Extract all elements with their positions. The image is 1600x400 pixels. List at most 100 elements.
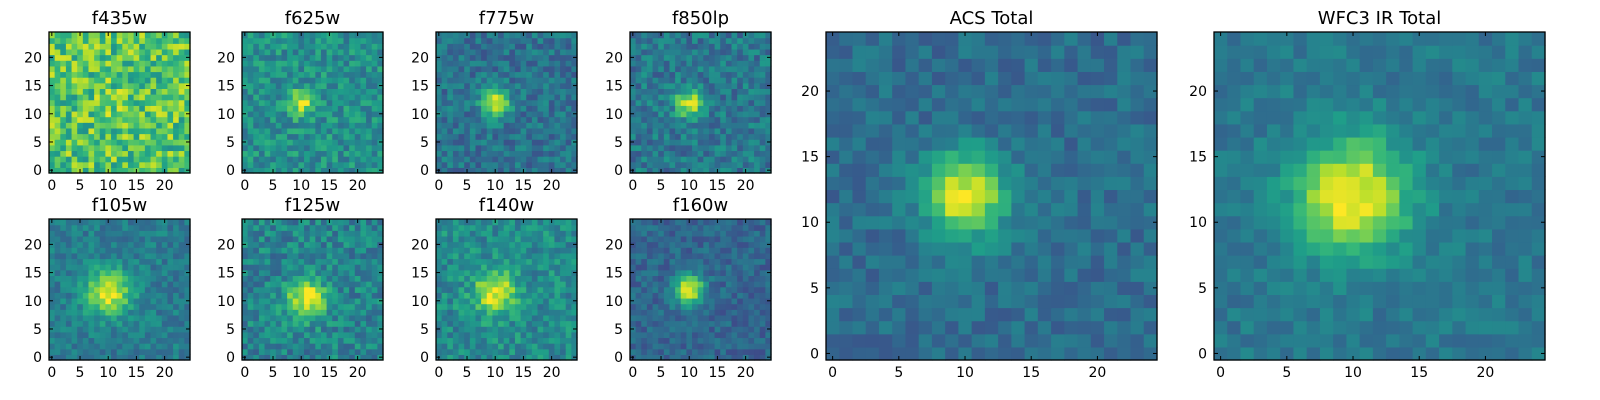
image-pixel: [720, 54, 727, 61]
image-pixel: [315, 275, 322, 282]
image-pixel: [144, 303, 152, 310]
image-pixel: [526, 105, 533, 112]
image-pixel: [337, 297, 345, 305]
image-pixel: [127, 235, 135, 243]
image-pixel: [765, 99, 772, 106]
image-pixel: [275, 60, 283, 67]
image-pixel: [65, 354, 73, 361]
image-pixel: [270, 275, 277, 282]
image-pixel: [464, 133, 471, 140]
image-pixel: [503, 156, 510, 163]
image-pixel: [571, 247, 578, 254]
image-pixel: [88, 32, 95, 39]
image-pixel: [441, 156, 448, 163]
image-pixel: [366, 32, 373, 39]
image-pixel: [447, 235, 454, 243]
image-pixel: [309, 292, 316, 299]
image-pixel: [452, 230, 460, 237]
image-pixel: [366, 354, 373, 361]
image-pixel: [242, 230, 249, 237]
image-pixel: [99, 110, 106, 118]
image-pixel: [150, 230, 157, 237]
image-pixel: [309, 122, 316, 129]
image-pixel: [161, 343, 169, 350]
image-pixel: [692, 43, 699, 50]
image-pixel: [116, 54, 123, 61]
image-pixel: [441, 32, 448, 39]
image-pixel: [708, 116, 716, 123]
image-pixel: [304, 116, 311, 123]
image-pixel: [675, 37, 682, 44]
image-pixel: [94, 297, 101, 305]
image-pixel: [441, 286, 448, 293]
image-pixel: [635, 337, 642, 344]
image-pixel: [71, 247, 78, 254]
image-pixel: [309, 297, 316, 305]
image-pixel: [161, 337, 169, 344]
image-pixel: [469, 32, 477, 39]
image-pixel: [469, 127, 477, 135]
image-pixel: [349, 156, 356, 163]
image-pixel: [88, 99, 95, 106]
image-pixel: [88, 127, 95, 135]
image-pixel: [475, 99, 482, 106]
image-pixel: [111, 82, 118, 89]
image-pixel: [184, 303, 191, 310]
image-pixel: [304, 331, 311, 339]
image-pixel: [122, 139, 129, 146]
image-pixel: [167, 127, 174, 135]
image-pixel: [554, 48, 561, 56]
image-pixel: [304, 77, 311, 84]
image-pixel: [447, 77, 454, 84]
image-pixel: [371, 77, 378, 84]
image-pixel: [298, 139, 305, 146]
image-pixel: [714, 150, 721, 157]
image-pixel: [565, 82, 572, 89]
image-pixel: [464, 43, 471, 50]
image-pixel: [167, 48, 174, 56]
x-tick-label: 15: [128, 365, 146, 381]
image-pixel: [560, 303, 567, 310]
image-pixel: [669, 269, 676, 276]
image-pixel: [492, 343, 499, 350]
image-pixel: [292, 88, 299, 95]
image-pixel: [270, 144, 277, 152]
image-pixel: [720, 105, 727, 112]
image-pixel: [49, 37, 56, 44]
image-pixel: [675, 292, 682, 299]
image-pixel: [264, 88, 271, 95]
image-pixel: [247, 303, 254, 310]
image-pixel: [441, 65, 448, 73]
image-pixel: [492, 230, 499, 237]
image-pixel: [122, 88, 129, 95]
image-pixel: [161, 269, 169, 276]
image-pixel: [178, 82, 185, 89]
image-pixel: [531, 156, 539, 163]
image-pixel: [765, 303, 772, 310]
image-pixel: [184, 343, 191, 350]
image-pixel: [281, 43, 288, 50]
image-pixel: [144, 122, 152, 129]
image-pixel: [60, 275, 67, 282]
image-pixel: [714, 139, 721, 146]
image-pixel: [458, 167, 465, 174]
image-pixel: [498, 303, 505, 310]
image-pixel: [82, 286, 90, 293]
image-pixel: [178, 116, 185, 123]
image-pixel: [167, 88, 174, 95]
image-pixel: [447, 43, 454, 50]
image-pixel: [264, 326, 271, 333]
image-pixel: [184, 247, 191, 254]
image-pixel: [703, 133, 710, 140]
image-pixel: [675, 144, 682, 152]
image-pixel: [441, 297, 448, 305]
image-pixel: [571, 65, 578, 73]
image-pixel: [349, 32, 356, 39]
image-pixel: [703, 275, 710, 282]
image-pixel: [139, 314, 146, 322]
image-pixel: [436, 122, 443, 129]
image-pixel: [658, 286, 665, 293]
image-pixel: [725, 144, 733, 152]
image-pixel: [481, 241, 488, 248]
image-pixel: [122, 127, 129, 135]
